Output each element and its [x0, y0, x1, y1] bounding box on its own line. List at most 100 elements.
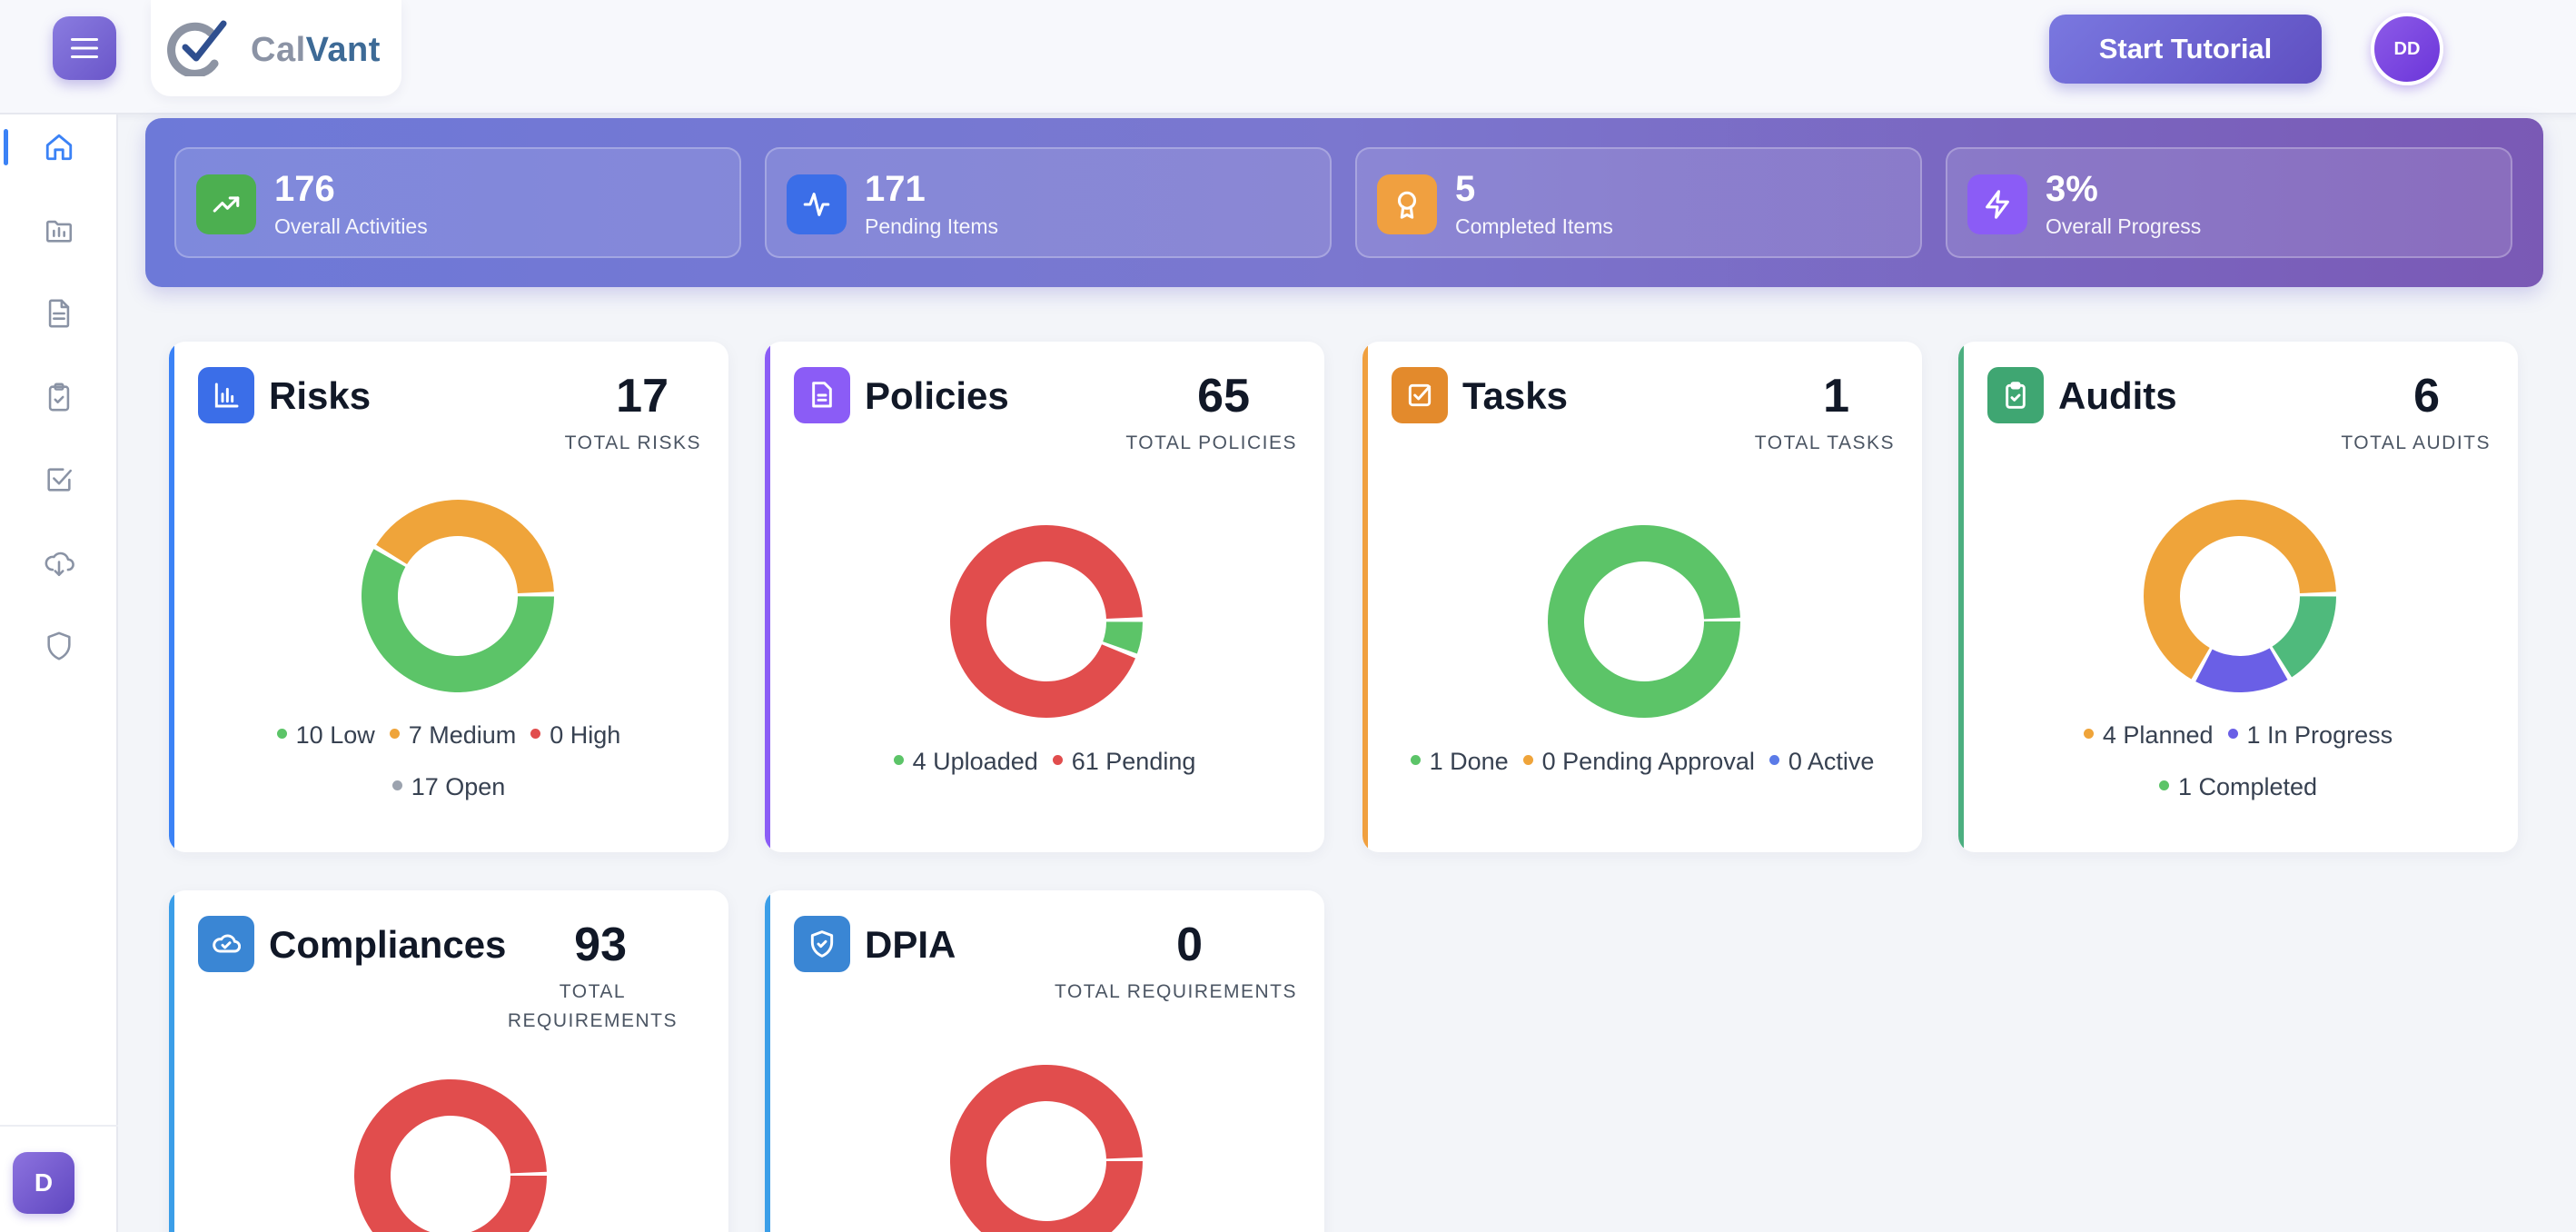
card-accent	[765, 342, 770, 852]
shield-icon	[47, 631, 71, 661]
sidebar-item-dpia[interactable]	[0, 613, 118, 679]
card-accent	[765, 890, 770, 1232]
shield-check-icon	[794, 916, 850, 972]
sidebar-item-documents[interactable]	[0, 281, 118, 346]
audits-card[interactable]: Audits 6 TOTAL AUDITS 4 Planned 1 In Prog…	[1958, 342, 2518, 852]
start-tutorial-button[interactable]: Start Tutorial	[2049, 15, 2322, 84]
top-bar: CalVant Start Tutorial DD	[0, 0, 2576, 114]
donut-segment	[950, 524, 1143, 718]
card-total: 0	[1176, 919, 1203, 971]
stat-pending-items: 171 Pending Items	[765, 147, 1332, 258]
card-accent	[1958, 342, 1964, 852]
donut-segment	[1103, 621, 1143, 654]
sidebar-item-home[interactable]	[0, 114, 118, 180]
card-total: 65	[1197, 370, 1250, 422]
checkbox-icon	[47, 468, 73, 492]
clipboard-check-icon	[48, 383, 70, 412]
card-total-label: TOTAL AUDITS	[2341, 432, 2491, 453]
checkbox-icon	[1392, 367, 1448, 423]
activity-icon	[787, 174, 847, 234]
clipboard-check-icon	[1987, 367, 2044, 423]
stat-label: Completed Items	[1455, 214, 1613, 238]
card-accent	[169, 342, 174, 852]
sidebar-item-tasks[interactable]	[0, 447, 118, 512]
legend-item-pending: 61 Pending	[1052, 736, 1195, 788]
card-total-label: TOTAL TASKS	[1754, 432, 1895, 453]
folder-chart-icon	[45, 220, 73, 243]
card-total-label: TOTAL POLICIES	[1125, 432, 1297, 453]
donut-segment	[354, 1079, 547, 1232]
lightning-icon	[1967, 174, 2027, 234]
donut-segment	[1548, 525, 1740, 718]
home-icon	[45, 134, 73, 161]
trending-up-icon	[196, 174, 256, 234]
donut-segment	[950, 1065, 1143, 1232]
document-icon	[48, 299, 70, 328]
legend-item-medium: 7 Medium	[389, 710, 516, 761]
policies-donut-chart	[950, 524, 1143, 718]
risks-card[interactable]: Risks 17 TOTAL RISKS 10 Low 7 Medium 0 Hig…	[169, 342, 728, 852]
dpia-card[interactable]: DPIA 0 TOTAL REQUIREMENTS	[765, 890, 1324, 1232]
card-total-label: TOTAL REQUIREMENTS	[1055, 981, 1297, 1002]
donut-segment	[2144, 500, 2336, 680]
card-total: 93	[574, 919, 627, 971]
stat-value: 176	[274, 169, 335, 209]
sidebar-item-audits[interactable]	[0, 364, 118, 430]
user-avatar[interactable]: DD	[2371, 13, 2443, 85]
donut-segment	[376, 499, 554, 594]
card-total: 6	[2413, 370, 2440, 422]
stat-overall-activities: 176 Overall Activities	[174, 147, 741, 258]
card-title: Risks	[269, 374, 372, 417]
award-icon	[1377, 174, 1437, 234]
donut-segment	[362, 549, 554, 692]
legend-item-active: 0 Active	[1769, 736, 1874, 788]
legend-item-high: 0 High	[530, 710, 620, 761]
sidebar-item-folder[interactable]	[0, 198, 118, 263]
document-icon	[794, 367, 850, 423]
card-title: Compliances	[269, 923, 507, 966]
stat-label: Overall Progress	[2046, 214, 2202, 238]
legend-item-in-progress: 1 In Progress	[2227, 710, 2393, 761]
card-total: 17	[616, 370, 669, 422]
bar-chart-icon	[198, 367, 254, 423]
audits-legend: 4 Planned 1 In Progress 1 Completed	[1958, 710, 2518, 813]
legend-item-done: 1 Done	[1410, 736, 1509, 788]
stats-banner: 176 Overall Activities 171 Pending Items…	[145, 118, 2543, 287]
card-title: DPIA	[865, 923, 956, 966]
sidebar-item-downloads[interactable]	[0, 531, 118, 596]
tasks-legend: 1 Done 0 Pending Approval 0 Active	[1362, 736, 1922, 788]
policies-card[interactable]: Policies 65 TOTAL POLICIES 4 Uploaded 61 …	[765, 342, 1324, 852]
donut-segment	[2272, 596, 2336, 678]
risks-donut-chart	[362, 499, 554, 692]
legend-item-completed: 1 Completed	[2158, 761, 2317, 813]
legend-item-planned: 4 Planned	[2083, 710, 2214, 761]
cloud-download-icon	[45, 551, 74, 577]
hamburger-icon	[71, 38, 98, 58]
stat-value: 3%	[2046, 169, 2098, 209]
stat-label: Overall Activities	[274, 214, 428, 238]
audits-donut-chart	[2144, 500, 2336, 692]
policies-legend: 4 Uploaded 61 Pending	[765, 736, 1324, 788]
menu-button[interactable]	[53, 16, 116, 80]
cloud-check-icon	[198, 916, 254, 972]
card-total-label: TOTAL RISKS	[564, 432, 701, 453]
sidebar: D	[0, 114, 118, 1232]
card-accent	[169, 890, 174, 1232]
stat-value: 171	[865, 169, 926, 209]
compliances-donut-chart	[354, 1079, 547, 1232]
card-title: Policies	[865, 374, 1009, 417]
card-total: 1	[1823, 370, 1849, 422]
logo-text: CalVant	[251, 31, 381, 69]
legend-item-pending-approval: 0 Pending Approval	[1522, 736, 1755, 788]
stat-overall-progress: 3% Overall Progress	[1946, 147, 2512, 258]
card-total-label: TOTAL REQUIREMENTS	[507, 981, 678, 1031]
stat-completed-items: 5 Completed Items	[1355, 147, 1922, 258]
sidebar-divider	[0, 1125, 118, 1127]
tasks-card[interactable]: Tasks 1 TOTAL TASKS 1 Done 0 Pending Appr…	[1362, 342, 1922, 852]
stat-label: Pending Items	[865, 214, 999, 238]
compliances-card[interactable]: Compliances 93 TOTAL REQUIREMENTS	[169, 890, 728, 1232]
card-title: Audits	[2058, 374, 2177, 417]
sidebar-user-avatar[interactable]: D	[13, 1152, 74, 1214]
dpia-donut-chart	[950, 1065, 1143, 1232]
logo[interactable]: CalVant	[151, 0, 401, 96]
